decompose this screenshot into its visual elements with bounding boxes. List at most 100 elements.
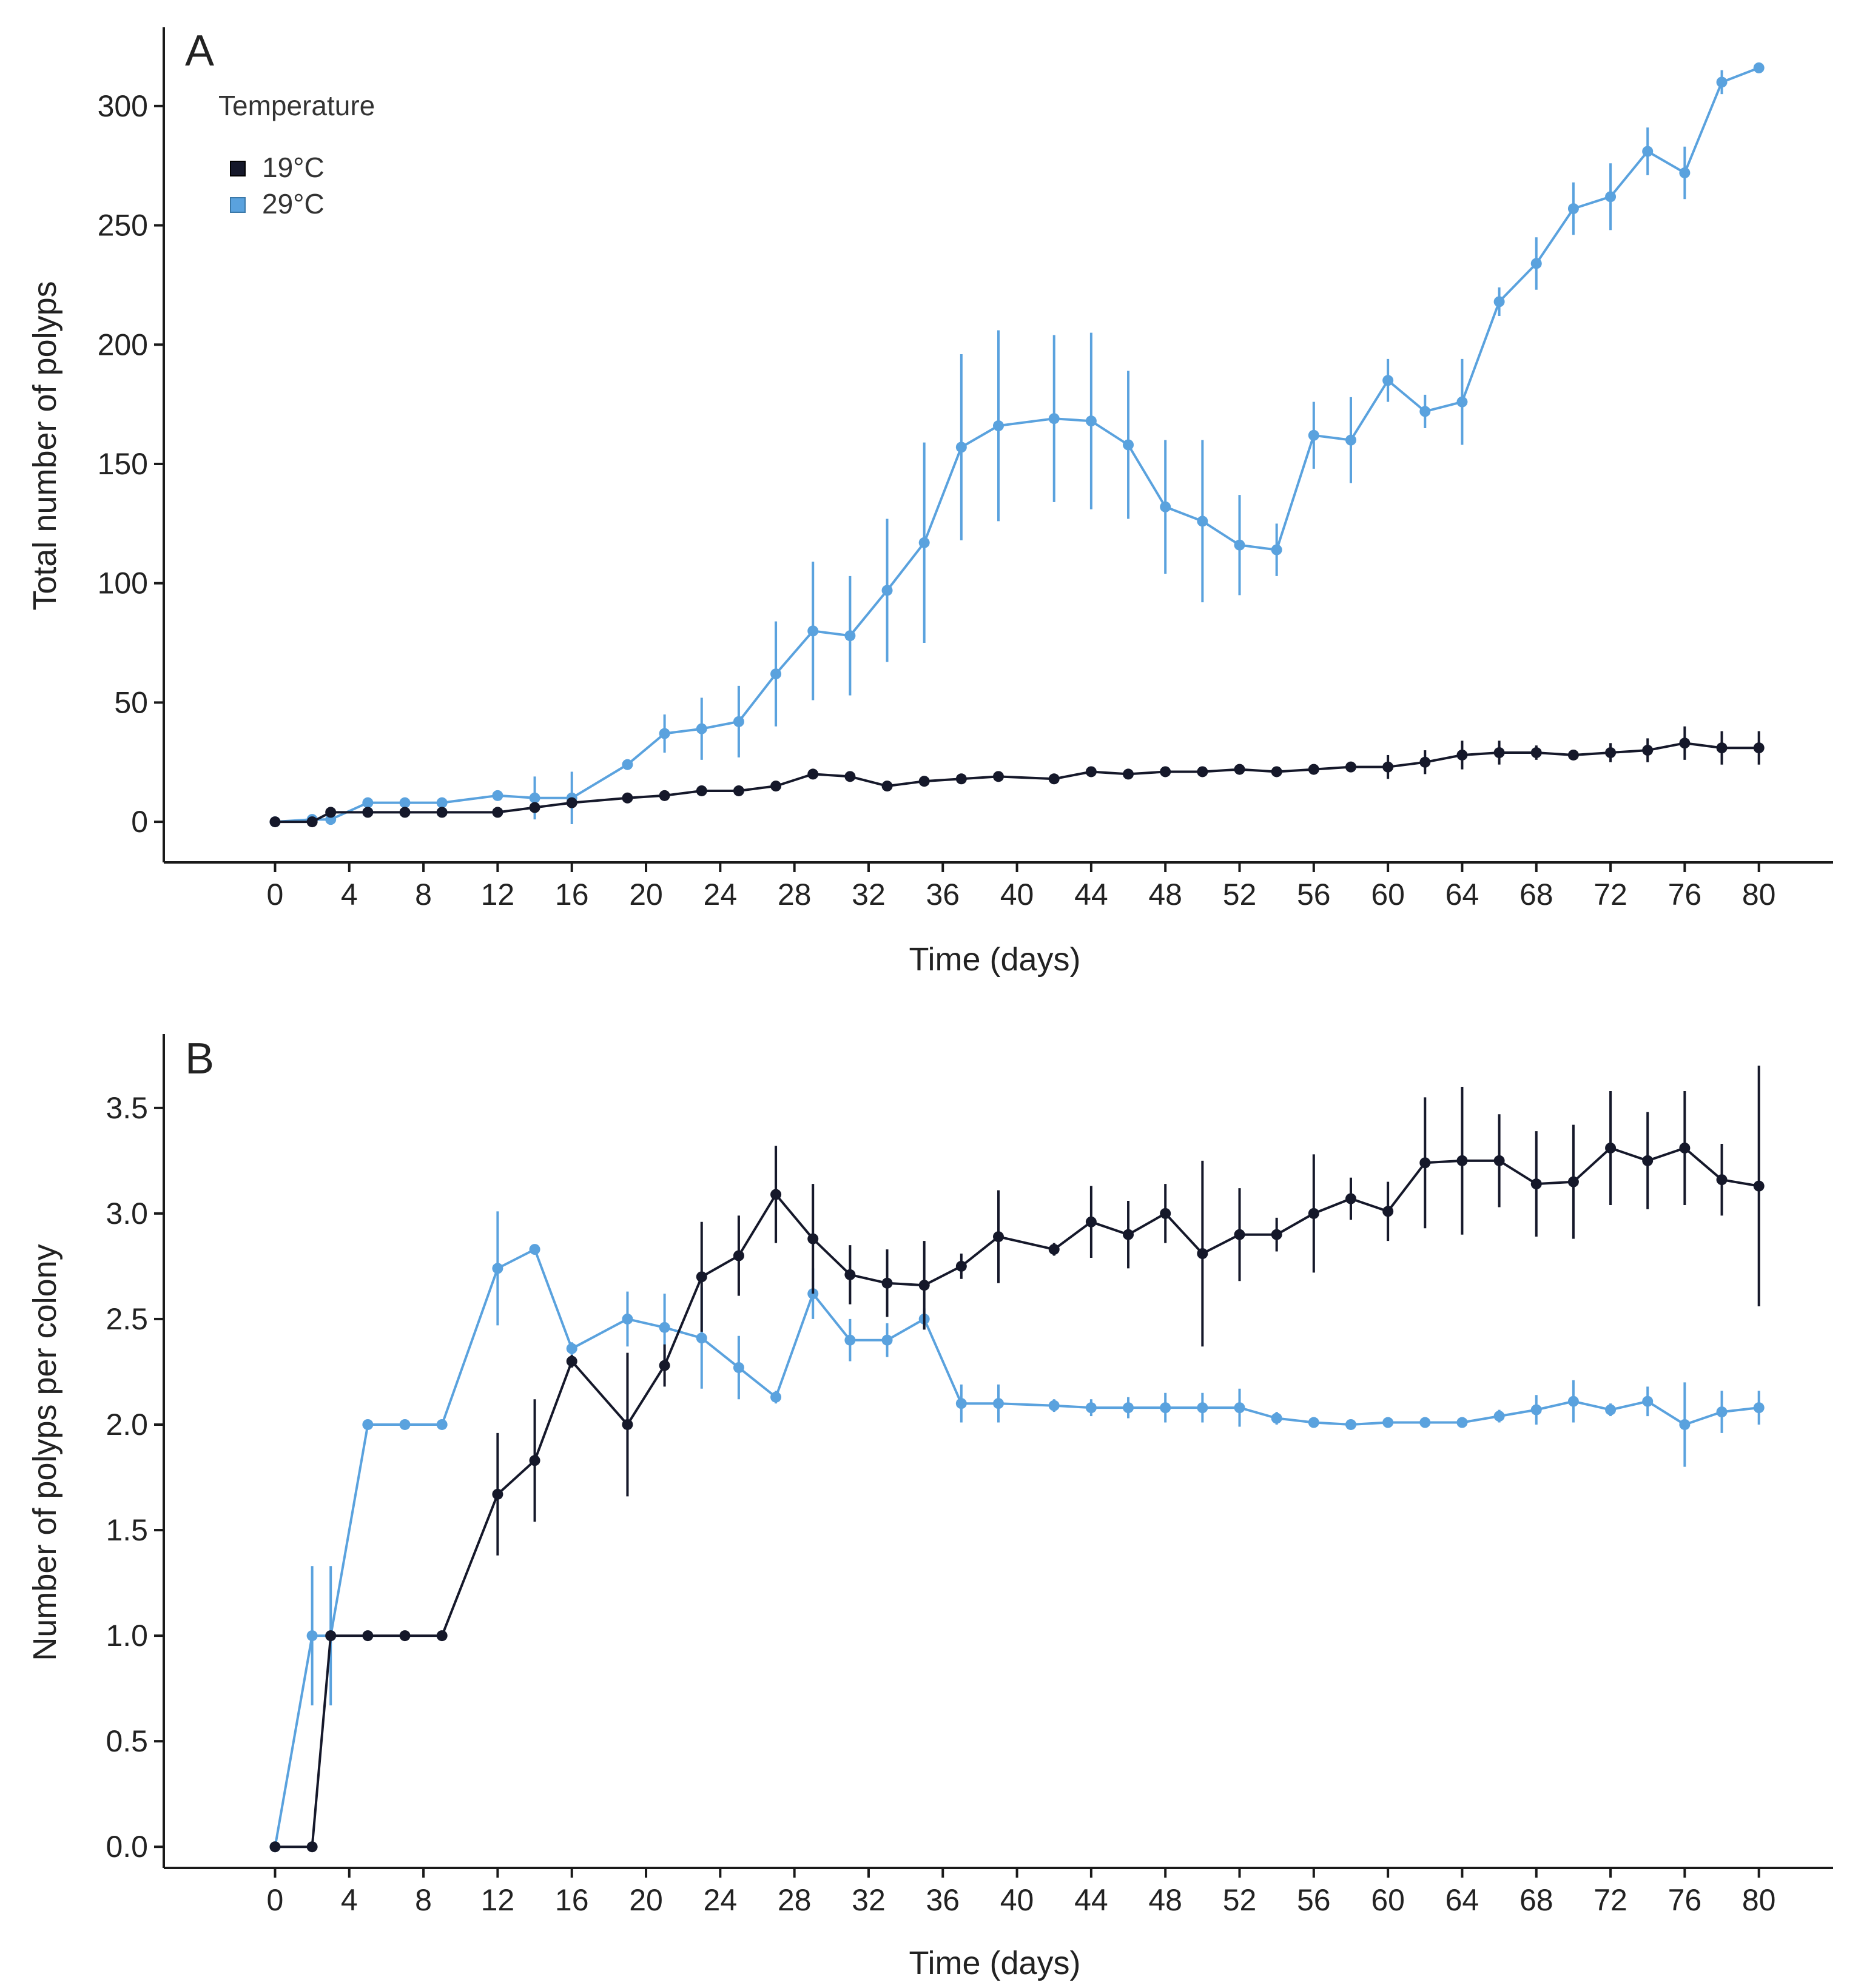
x-tick-label: 72 bbox=[1593, 1883, 1627, 1917]
y-ticks-a: 0 50 100 150 200 250 300 bbox=[98, 89, 164, 839]
data-point bbox=[1530, 747, 1542, 759]
panel-a: A 0 4 8 12 16 20 24 28 32 36 40 44 48 52 56 60 64 68 72 76 8… bbox=[27, 27, 1833, 978]
x-tick-label: 68 bbox=[1519, 878, 1553, 912]
data-point bbox=[1642, 146, 1654, 157]
data-point bbox=[733, 716, 744, 727]
data-point bbox=[696, 1332, 707, 1344]
x-tick-label: 68 bbox=[1519, 1883, 1553, 1917]
data-point bbox=[1530, 258, 1542, 269]
data-point bbox=[622, 1313, 633, 1325]
x-tick-label: 28 bbox=[778, 878, 812, 912]
y-axis-title-b: Number of polyps per colony bbox=[27, 1244, 63, 1661]
data-point bbox=[325, 1630, 337, 1642]
data-point bbox=[1679, 1142, 1691, 1154]
y-tick-label: 250 bbox=[98, 209, 148, 243]
data-point bbox=[659, 1360, 670, 1371]
data-point bbox=[325, 807, 337, 818]
y-tick-label: 0.0 bbox=[106, 1830, 148, 1864]
legend: Temperature 19°C 29°C bbox=[218, 90, 375, 220]
data-point bbox=[1679, 167, 1691, 178]
x-tick-label: 20 bbox=[629, 1883, 663, 1917]
data-point bbox=[566, 1343, 577, 1354]
data-point bbox=[492, 807, 503, 818]
data-point bbox=[770, 668, 782, 680]
data-point bbox=[269, 1841, 281, 1853]
data-point bbox=[622, 1419, 633, 1430]
series-19c bbox=[269, 1066, 1765, 1853]
data-point bbox=[1048, 413, 1060, 425]
data-point bbox=[1308, 1417, 1319, 1428]
data-point bbox=[733, 785, 744, 796]
x-tick-label: 32 bbox=[852, 878, 886, 912]
data-point bbox=[399, 797, 411, 808]
data-point bbox=[1123, 768, 1134, 780]
data-point bbox=[844, 1334, 856, 1346]
y-tick-label: 1.0 bbox=[106, 1619, 148, 1653]
x-tick-label: 56 bbox=[1297, 878, 1331, 912]
y-tick-label: 3.5 bbox=[106, 1091, 148, 1125]
series-29c bbox=[269, 1211, 1765, 1853]
data-point bbox=[1308, 1207, 1319, 1219]
data-point bbox=[1085, 1216, 1097, 1227]
data-point bbox=[529, 802, 540, 813]
data-point bbox=[807, 625, 819, 637]
data-point bbox=[733, 1362, 744, 1373]
data-point bbox=[1345, 761, 1356, 773]
data-point bbox=[1605, 747, 1617, 759]
data-point bbox=[362, 807, 374, 818]
data-point bbox=[1308, 764, 1319, 775]
data-point bbox=[770, 1189, 782, 1200]
data-point bbox=[881, 585, 893, 596]
y-tick-label: 50 bbox=[114, 685, 148, 719]
data-point bbox=[529, 792, 540, 804]
x-tick-label: 0 bbox=[267, 1883, 284, 1917]
data-point bbox=[1493, 747, 1505, 759]
data-point bbox=[844, 1269, 856, 1280]
x-axis-title-b: Time (days) bbox=[909, 1945, 1080, 1981]
data-point bbox=[1197, 1248, 1208, 1260]
x-tick-label: 4 bbox=[341, 878, 358, 912]
data-point bbox=[1271, 1412, 1282, 1424]
data-point bbox=[362, 1419, 374, 1430]
x-tick-label: 24 bbox=[704, 1883, 738, 1917]
y-tick-label: 300 bbox=[98, 89, 148, 123]
data-point bbox=[1679, 1419, 1691, 1430]
data-point bbox=[659, 1321, 670, 1333]
data-point bbox=[1160, 1402, 1171, 1414]
legend-swatch-19c bbox=[230, 161, 246, 176]
series-29c bbox=[269, 62, 1765, 828]
data-point bbox=[918, 1280, 930, 1291]
data-point bbox=[1716, 1406, 1728, 1418]
x-tick-label: 64 bbox=[1445, 878, 1479, 912]
data-point bbox=[306, 1841, 318, 1853]
x-tick-label: 12 bbox=[481, 1883, 515, 1917]
data-point bbox=[1234, 1402, 1245, 1414]
x-tick-label: 52 bbox=[1223, 878, 1257, 912]
x-tick-label: 36 bbox=[926, 878, 960, 912]
data-point bbox=[306, 816, 318, 828]
data-point bbox=[1048, 1400, 1060, 1411]
data-point bbox=[269, 816, 281, 828]
data-point bbox=[1160, 766, 1171, 777]
data-point bbox=[770, 781, 782, 792]
panel-label-b: B bbox=[185, 1035, 214, 1083]
data-point bbox=[1197, 515, 1208, 527]
data-point bbox=[1753, 1180, 1765, 1192]
data-point bbox=[1419, 756, 1431, 768]
data-point bbox=[1419, 406, 1431, 417]
data-point bbox=[1530, 1178, 1542, 1190]
data-point bbox=[1567, 1395, 1579, 1407]
data-point bbox=[993, 1231, 1004, 1243]
data-point bbox=[993, 771, 1004, 782]
x-ticks-b: 0 4 8 12 16 20 24 28 32 36 40 44 48 52 56 60 64 68 72 76 80 bbox=[267, 1868, 1776, 1917]
x-tick-label: 16 bbox=[555, 878, 589, 912]
data-point bbox=[1382, 375, 1394, 386]
data-point bbox=[918, 537, 930, 548]
series-19c bbox=[269, 726, 1765, 828]
x-tick-label: 4 bbox=[341, 1883, 358, 1917]
legend-label-29c: 29°C bbox=[262, 188, 325, 220]
data-point bbox=[1753, 1402, 1765, 1414]
data-point bbox=[1567, 1176, 1579, 1187]
x-tick-label: 44 bbox=[1074, 1883, 1108, 1917]
data-point bbox=[436, 1630, 448, 1642]
